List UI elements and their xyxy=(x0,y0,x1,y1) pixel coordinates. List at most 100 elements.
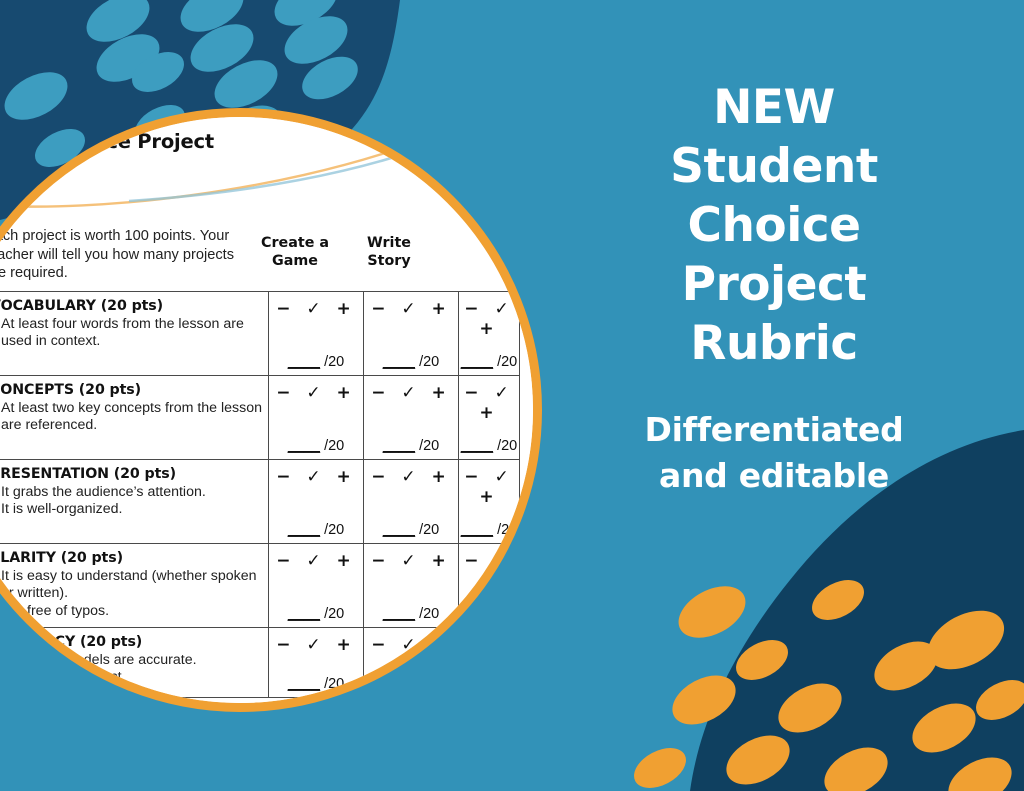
score-cell-third-cropped[interactable]: − ✓ + ____ /20 xyxy=(458,543,520,628)
points-label: /20 xyxy=(324,676,345,692)
score-blank[interactable]: ____ /20 xyxy=(269,522,363,538)
criterion-name: CONCEPTS (20 pts) xyxy=(0,382,142,398)
document-title-line-1: udent Choice Project xyxy=(0,130,215,153)
score-cell-story[interactable]: − ✓ + ____ /20 xyxy=(363,375,459,460)
blank-underline[interactable]: ____ xyxy=(382,438,416,454)
score-marks[interactable]: − ✓ + xyxy=(371,467,451,487)
score-marks[interactable]: − ✓ + xyxy=(276,299,356,319)
col1-line2: Game xyxy=(272,252,318,269)
score-marks[interactable]: − ✓ + xyxy=(276,551,356,571)
score-blank[interactable]: ____ /20 xyxy=(364,676,458,692)
table-row[interactable]: PRESENTATION (20 pts) It grabs the audie… xyxy=(0,459,520,544)
points-label: /20 xyxy=(497,438,518,454)
points-label: /20 xyxy=(497,676,518,692)
score-cell-game[interactable]: − ✓ + ____ /20 xyxy=(268,627,364,698)
score-marks[interactable]: − ✓ + xyxy=(276,467,356,487)
col2-line2: Story xyxy=(367,252,411,269)
points-label: /20 xyxy=(497,606,518,622)
points-label: /20 xyxy=(419,676,440,692)
blank-underline[interactable]: ____ xyxy=(382,606,416,622)
score-blank[interactable]: ____ /20 xyxy=(459,354,519,370)
score-marks[interactable]: − ✓ + xyxy=(371,383,451,403)
points-label: /20 xyxy=(324,438,345,454)
score-marks[interactable]: − ✓ + xyxy=(464,299,514,339)
blank-underline[interactable]: ____ xyxy=(287,354,321,370)
score-blank[interactable]: ____ /20 xyxy=(364,606,458,622)
criterion-bullets: Drawings/models are accurate. formation … xyxy=(0,652,262,687)
blank-underline[interactable]: ____ xyxy=(382,676,416,692)
header-swoosh-decoration xyxy=(0,139,442,208)
score-cell-story[interactable]: − ✓ + ____ /20 xyxy=(363,459,459,544)
score-blank[interactable]: ____ /20 xyxy=(459,606,519,622)
criterion-bullets: It is easy to understand (whether spoken… xyxy=(0,568,262,620)
score-marks[interactable]: − ✓ + xyxy=(464,467,514,507)
points-label: /20 xyxy=(419,354,440,370)
score-marks[interactable]: − ✓ + xyxy=(464,551,514,591)
points-label: /20 xyxy=(324,522,345,538)
score-cell-game[interactable]: − ✓ + ____ /20 xyxy=(268,291,364,376)
document-preview-circle[interactable]: udent Choice Project Rubric Each project… xyxy=(0,108,542,712)
points-label: /20 xyxy=(419,438,440,454)
score-blank[interactable]: ____ /20 xyxy=(364,438,458,454)
table-row[interactable]: VOCABULARY (20 pts) At least four words … xyxy=(0,291,520,376)
score-cell-third-cropped[interactable]: − ✓ + ____ /20 xyxy=(458,291,520,376)
score-blank[interactable]: ____ /20 xyxy=(459,438,519,454)
criterion-bullets: It grabs the audience’s attention. It is… xyxy=(0,484,262,519)
criterion-name: CLARITY (20 pts) xyxy=(0,550,123,566)
criterion-bullet: It is free of typos. xyxy=(0,603,262,620)
points-label: /20 xyxy=(324,606,345,622)
score-blank[interactable]: ____ /20 xyxy=(269,606,363,622)
criterion-bullet: Drawings/models are accurate. xyxy=(0,652,262,669)
blank-underline[interactable]: ____ xyxy=(460,676,494,692)
table-row[interactable]: CLARITY (20 pts) It is easy to understan… xyxy=(0,543,520,628)
document-title: udent Choice Project Rubric xyxy=(0,129,329,179)
criterion-cell-presentation: PRESENTATION (20 pts) It grabs the audie… xyxy=(0,459,269,544)
blank-underline[interactable]: ____ xyxy=(287,438,321,454)
score-cell-game[interactable]: − ✓ + ____ /20 xyxy=(268,375,364,460)
criterion-cell-vocabulary: VOCABULARY (20 pts) At least four words … xyxy=(0,291,269,376)
score-cell-third-cropped[interactable]: − ✓ + ____ /20 xyxy=(458,459,520,544)
score-blank[interactable]: ____ /20 xyxy=(459,676,519,692)
score-blank[interactable]: ____ /20 xyxy=(364,354,458,370)
score-blank[interactable]: ____ /20 xyxy=(269,354,363,370)
blank-underline[interactable]: ____ xyxy=(287,676,321,692)
score-marks[interactable]: − ✓ + xyxy=(464,383,514,423)
score-marks[interactable]: − ✓ + xyxy=(464,635,514,675)
column-header-write-a-story: Write Story xyxy=(347,235,431,270)
score-blank[interactable]: ____ /20 xyxy=(364,522,458,538)
blank-underline[interactable]: ____ xyxy=(287,522,321,538)
blank-underline[interactable]: ____ xyxy=(460,522,494,538)
blank-underline[interactable]: ____ xyxy=(460,438,494,454)
criterion-bullet: It grabs the audience’s attention. xyxy=(0,484,262,501)
criterion-cell-accuracy: ACCURACY (20 pts) Drawings/models are ac… xyxy=(0,627,269,698)
points-label: /20 xyxy=(497,354,518,370)
score-marks[interactable]: − ✓ + xyxy=(276,383,356,403)
score-blank[interactable]: ____ /20 xyxy=(269,438,363,454)
score-cell-game[interactable]: − ✓ + ____ /20 xyxy=(268,459,364,544)
blank-underline[interactable]: ____ xyxy=(460,606,494,622)
table-row[interactable]: CONCEPTS (20 pts) At least two key conce… xyxy=(0,375,520,460)
score-cell-story[interactable]: − ✓ + ____ /20 xyxy=(363,543,459,628)
blank-underline[interactable]: ____ xyxy=(382,522,416,538)
score-cell-third-cropped[interactable]: − ✓ + ____ /20 xyxy=(458,627,520,698)
score-blank[interactable]: ____ /20 xyxy=(459,522,519,538)
score-cell-third-cropped[interactable]: − ✓ + ____ /20 xyxy=(458,375,520,460)
score-marks[interactable]: − ✓ + xyxy=(371,635,451,655)
table-row[interactable]: ACCURACY (20 pts) Drawings/models are ac… xyxy=(0,627,520,698)
score-cell-game[interactable]: − ✓ + ____ /20 xyxy=(268,543,364,628)
blank-underline[interactable]: ____ xyxy=(287,606,321,622)
score-cell-story[interactable]: − ✓ + ____ /20 xyxy=(363,627,459,698)
score-cell-story[interactable]: − ✓ + ____ /20 xyxy=(363,291,459,376)
score-blank[interactable]: ____ /20 xyxy=(269,676,363,692)
score-marks[interactable]: − ✓ + xyxy=(371,551,451,571)
criterion-bullet: formation is correct. xyxy=(0,669,262,686)
score-marks[interactable]: − ✓ + xyxy=(371,299,451,319)
criterion-name: VOCABULARY (20 pts) xyxy=(0,298,164,314)
blank-underline[interactable]: ____ xyxy=(382,354,416,370)
blank-underline[interactable]: ____ xyxy=(460,354,494,370)
score-marks[interactable]: − ✓ + xyxy=(276,635,356,655)
document-title-line-2: Rubric xyxy=(0,155,59,178)
bottom-right-navy-shape xyxy=(690,430,1024,791)
criterion-bullets: At least four words from the lesson are … xyxy=(0,316,262,351)
